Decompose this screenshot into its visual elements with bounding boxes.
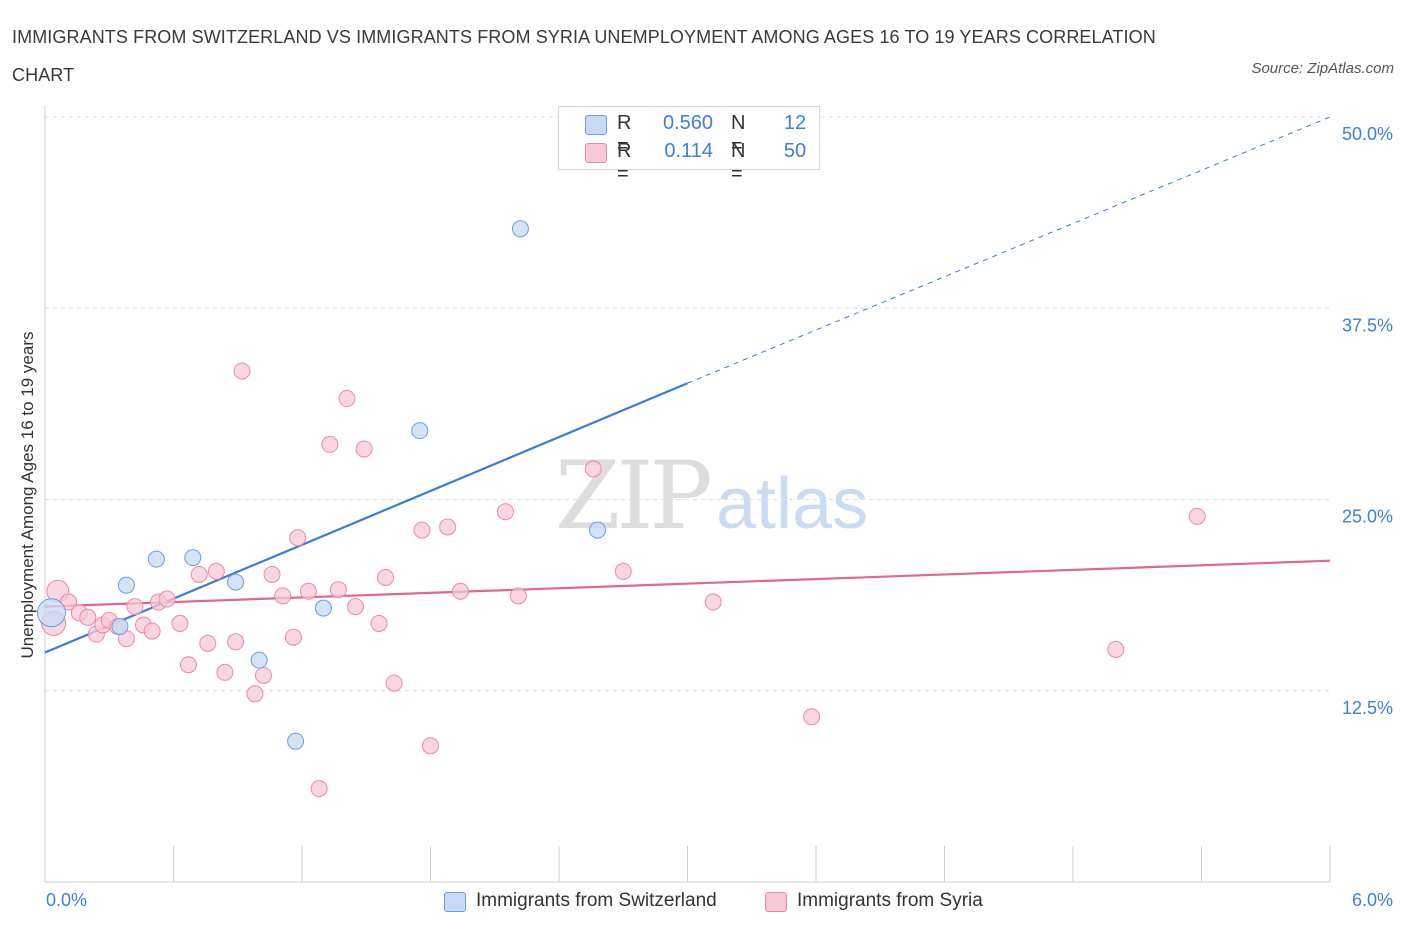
point-syria — [126, 598, 144, 616]
point-syria — [289, 529, 307, 547]
chart-title: IMMIGRANTS FROM SWITZERLAND VS IMMIGRANT… — [12, 27, 1156, 85]
point-syria — [338, 390, 356, 408]
point-syria — [216, 663, 234, 681]
point-syria — [509, 587, 527, 605]
point-syria — [370, 614, 388, 632]
point-switzerland — [250, 651, 268, 669]
point-syria — [496, 503, 514, 521]
point-syria — [377, 569, 395, 587]
point-syria — [422, 737, 439, 755]
series-swatch-syria — [765, 892, 787, 912]
data-points — [36, 220, 1206, 798]
trendline-switzerland — [44, 382, 688, 654]
point-syria — [254, 666, 272, 684]
y-tick-label: 12.5% — [1342, 698, 1393, 718]
point-switzerland — [411, 422, 429, 440]
legend-n-label: N = — [731, 112, 746, 157]
point-switzerland — [147, 550, 165, 568]
point-syria — [190, 565, 208, 583]
point-switzerland — [511, 220, 529, 238]
point-syria — [233, 362, 251, 380]
point-syria — [284, 628, 302, 646]
point-syria — [1107, 640, 1125, 658]
y-axis-label: Unemployment Among Ages 16 to 19 years — [18, 331, 37, 659]
legend-r-value: 0.114 — [664, 140, 713, 162]
watermark: ZIP atlas — [555, 442, 868, 551]
point-syria — [179, 656, 197, 674]
point-syria — [451, 582, 469, 600]
series-legend-label: Immigrants from Switzerland — [476, 890, 717, 911]
point-switzerland — [111, 617, 129, 635]
legend-swatch-switzerland — [585, 115, 607, 135]
legend-r-label: R = — [617, 140, 632, 185]
trendline-syria — [44, 559, 1331, 608]
watermark-zip: ZIP — [555, 442, 709, 551]
point-syria — [413, 521, 431, 539]
point-switzerland — [184, 549, 202, 567]
y-tick-label: 50.0% — [1342, 124, 1393, 144]
point-switzerland — [314, 599, 332, 617]
y-tick-label: 25.0% — [1342, 507, 1393, 527]
point-syria — [274, 587, 292, 605]
point-syria — [263, 565, 281, 583]
legend-n-value: 50 — [783, 140, 807, 162]
legend-r-label: R = — [617, 112, 632, 157]
point-syria — [310, 780, 328, 798]
point-syria — [79, 608, 97, 626]
point-syria — [329, 581, 347, 599]
point-syria — [355, 440, 373, 458]
x-tick-label-min: 0.0% — [46, 890, 88, 910]
x-tick-label-max: 6.0% — [1351, 890, 1393, 910]
point-syria — [158, 590, 176, 608]
point-switzerland — [227, 573, 245, 591]
point-syria — [246, 685, 264, 703]
series-swatch-switzerland — [444, 892, 466, 912]
point-syria — [299, 582, 317, 600]
watermark-atlas: atlas — [716, 464, 868, 544]
point-syria — [614, 562, 632, 580]
point-switzerland — [589, 521, 607, 539]
point-switzerland — [36, 598, 66, 628]
point-syria — [385, 674, 403, 692]
source-credit: Source: ZipAtlas.com — [1251, 60, 1394, 77]
point-syria — [704, 593, 722, 611]
point-syria — [439, 518, 457, 536]
point-syria — [584, 460, 602, 478]
legend-swatch-syria — [585, 143, 607, 163]
correlation-legend: R = 0.560 N = 12 R = 0.114 N = 50 — [558, 106, 820, 185]
trend-lines — [44, 116, 1331, 654]
point-syria — [347, 598, 365, 616]
point-syria — [1188, 507, 1206, 525]
legend-n-label: N = — [731, 140, 746, 185]
point-syria — [803, 708, 821, 726]
point-syria — [321, 435, 339, 453]
y-tick-label: 37.5% — [1342, 315, 1393, 335]
series-legend: Immigrants from Switzerland Immigrants f… — [0, 888, 1406, 916]
legend-n-value: 12 — [783, 112, 807, 134]
y-tick-labels: 12.5% 25.0% 37.5% 50.0% — [1342, 124, 1393, 718]
point-syria — [171, 614, 189, 632]
point-syria — [227, 633, 245, 651]
series-legend-label: Immigrants from Syria — [797, 890, 983, 911]
legend-r-value: 0.560 — [662, 112, 713, 134]
point-switzerland — [287, 732, 305, 750]
point-switzerland — [117, 576, 135, 594]
point-syria — [199, 634, 217, 652]
axes — [44, 105, 1331, 883]
point-syria — [207, 562, 225, 580]
point-syria — [143, 622, 161, 640]
grid-lines — [45, 116, 1330, 692]
